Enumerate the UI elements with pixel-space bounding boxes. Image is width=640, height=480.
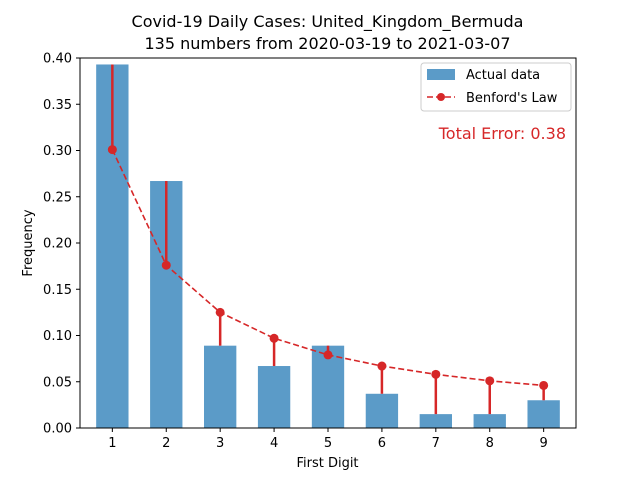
y-tick-label: 0.30 — [43, 144, 72, 159]
y-tick-label: 0.40 — [43, 52, 72, 67]
legend-box — [420, 62, 572, 112]
x-tick-label: 6 — [378, 436, 386, 451]
x-axis: 1 2 3 4 5 6 7 8 9 — [108, 428, 548, 451]
x-tick-label: 2 — [162, 436, 170, 451]
y-tick-label: 0.25 — [43, 190, 72, 205]
x-tick-label: 5 — [324, 436, 332, 451]
x-tick-label: 1 — [108, 436, 116, 451]
total-error-annotation: Total Error: 0.38 — [438, 124, 566, 143]
x-tick-label: 4 — [270, 436, 278, 451]
y-tick-label: 0.35 — [43, 98, 72, 113]
legend-benford-marker — [437, 93, 445, 101]
benford-point-digit-5 — [323, 350, 333, 360]
y-tick-label: 0.15 — [43, 283, 72, 298]
bars-group — [96, 64, 560, 428]
bar-digit-6 — [365, 393, 399, 428]
benford-point-digit-1 — [107, 145, 117, 155]
x-axis-label: First Digit — [296, 456, 358, 471]
legend-actual-label: Actual data — [466, 68, 540, 83]
bar-digit-8 — [473, 414, 506, 428]
y-tick-label: 0.10 — [43, 329, 72, 344]
benford-point-digit-7 — [431, 369, 441, 379]
y-tick-label: 0.00 — [43, 422, 72, 437]
x-tick-label: 8 — [486, 436, 494, 451]
bar-digit-4 — [257, 366, 291, 428]
bar-digit-3 — [204, 345, 237, 428]
benford-point-digit-6 — [377, 361, 387, 371]
y-axis: 0.00 0.05 0.10 0.15 0.20 0.25 0.30 0.35 0.40 — [43, 52, 80, 437]
benford-point-digit-4 — [269, 333, 279, 343]
chart-subtitle: 135 numbers from 2020-03-19 to 2021-03-0… — [144, 34, 510, 53]
benford-points-group — [107, 145, 549, 390]
chart-title: Covid-19 Daily Cases: United_Kingdom_Ber… — [132, 12, 524, 32]
benford-point-digit-2 — [161, 260, 171, 270]
benford-point-digit-8 — [485, 376, 495, 386]
benford-point-digit-3 — [215, 307, 225, 317]
error-lines-group — [111, 64, 545, 415]
legend-benford-label: Benford's Law — [466, 91, 558, 106]
benford-point-digit-9 — [539, 380, 549, 390]
bar-digit-7 — [419, 414, 452, 428]
x-tick-label: 3 — [216, 436, 224, 451]
legend: Actual data Benford's Law — [420, 62, 572, 112]
y-tick-label: 0.05 — [43, 375, 72, 390]
bar-digit-9 — [527, 400, 560, 428]
legend-bar-swatch — [427, 69, 455, 80]
x-tick-label: 9 — [540, 436, 548, 451]
y-axis-label: Frequency — [21, 209, 36, 276]
x-tick-label: 7 — [432, 436, 440, 451]
y-tick-label: 0.20 — [43, 237, 72, 252]
